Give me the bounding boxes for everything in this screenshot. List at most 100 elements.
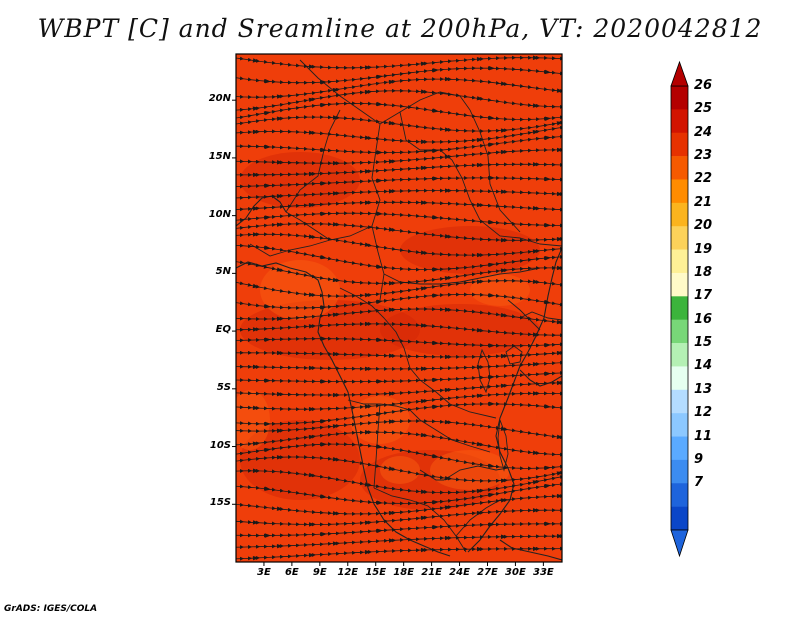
- streamline-arrow: [320, 211, 327, 216]
- streamline-arrow: [500, 149, 507, 155]
- streamline-arrow: [544, 135, 551, 141]
- streamline-arrow: [332, 351, 339, 357]
- streamline-arrow: [388, 538, 395, 543]
- colorbar-segment: [671, 319, 688, 344]
- streamline-arrow: [556, 380, 562, 386]
- lon-tick-label: 18E: [393, 567, 415, 578]
- streamline-arrow: [444, 307, 451, 312]
- streamline-arrow: [556, 147, 562, 153]
- lat-tick-label: 15N: [208, 150, 231, 162]
- streamline-arrow: [488, 522, 495, 527]
- streamline-arrow: [276, 116, 283, 121]
- streamline-arrow: [308, 130, 315, 135]
- streamline-arrow: [500, 498, 507, 503]
- streamline: [236, 306, 562, 325]
- streamline-arrow: [376, 178, 383, 183]
- colorbar-top-arrow: [670, 60, 689, 87]
- streamline-arrow: [364, 89, 371, 95]
- streamline-arrow: [376, 444, 383, 449]
- streamline-arrow: [488, 343, 495, 348]
- streamline-arrow: [556, 265, 562, 271]
- streamline-arrow: [532, 55, 539, 60]
- streamline-arrow: [488, 374, 495, 380]
- streamline-arrow: [388, 419, 395, 424]
- colorbar-label: 12: [694, 405, 713, 421]
- streamline-arrow: [556, 533, 562, 539]
- streamline-arrow: [264, 215, 271, 220]
- streamline-arrow: [500, 353, 507, 359]
- streamline-arrow: [420, 61, 427, 66]
- streamline-arrow: [308, 434, 315, 440]
- streamline-arrow: [432, 176, 439, 181]
- streamline-arrow: [544, 404, 551, 409]
- streamline-arrow: [276, 267, 283, 272]
- lon-tick-label: 30E: [505, 567, 526, 578]
- colorbar-segment: [671, 366, 688, 391]
- streamline-arrow: [332, 456, 339, 462]
- colorbar-label: 16: [694, 311, 713, 327]
- streamline-arrow: [364, 366, 371, 371]
- streamline-arrow: [308, 234, 315, 239]
- streamline-arrow: [476, 364, 483, 370]
- streamline-arrow: [488, 293, 495, 298]
- lat-tick-label: 10N: [208, 208, 231, 220]
- streamline-arrow: [544, 176, 551, 182]
- streamline: [236, 546, 562, 561]
- streamline-arrow: [500, 312, 507, 318]
- streamline-arrow: [376, 299, 383, 304]
- colorbar-segment: [671, 226, 688, 250]
- streamline: [236, 55, 562, 70]
- footer-credit: GrADS: IGES/COLA: [4, 604, 98, 614]
- streamline: [236, 200, 562, 212]
- streamline-arrow: [276, 316, 283, 322]
- streamline-arrow: [476, 546, 483, 552]
- lat-tick-label: 20N: [208, 93, 231, 105]
- colorbar-segment: [671, 202, 688, 227]
- streamline-arrow: [252, 283, 259, 289]
- streamline-arrow: [500, 189, 507, 194]
- streamline-arrow: [364, 200, 371, 205]
- streamline-arrow: [308, 171, 315, 177]
- streamline-arrow: [276, 222, 283, 227]
- streamline-arrow: [388, 227, 395, 232]
- streamline-arrow: [376, 337, 383, 343]
- streamline-arrow: [308, 202, 315, 208]
- colorbar-label: 23: [694, 148, 713, 164]
- colorbar-label: 18: [694, 264, 713, 280]
- lon-tick-label: 12E: [337, 567, 359, 578]
- map-frame: [235, 53, 563, 563]
- streamline-arrow: [476, 393, 483, 399]
- streamline-arrow: [500, 268, 507, 273]
- streamline: [236, 188, 562, 201]
- colorbar-bottom-arrow: [670, 529, 689, 558]
- colorbar-segment: [671, 179, 688, 204]
- streamline-arrow: [488, 142, 495, 147]
- streamline-arrow: [376, 211, 383, 216]
- streamline: [236, 175, 562, 189]
- colorbar-label: 19: [694, 241, 713, 257]
- streamline-arrow: [444, 188, 451, 193]
- streamline-arrow: [332, 222, 339, 227]
- streamline-arrow: [332, 191, 339, 196]
- streamline-arrow: [420, 432, 427, 438]
- streamline-arrow: [420, 200, 427, 205]
- streamline-arrow: [308, 97, 315, 103]
- streamline-arrow: [420, 366, 427, 371]
- streamline-arrow: [420, 323, 427, 328]
- streamline-arrow: [364, 321, 371, 327]
- colorbar-segment: [671, 156, 688, 180]
- streamline-arrow: [488, 175, 495, 181]
- streamline-arrow: [332, 541, 339, 546]
- streamline-arrow: [264, 245, 271, 250]
- colorbar-segment: [671, 389, 688, 414]
- streamline-arrow: [376, 528, 383, 533]
- streamline-arrow: [276, 193, 283, 199]
- lat-tick-label: EQ: [215, 324, 231, 336]
- colorbar-label: 25: [694, 101, 713, 117]
- streamline-arrow: [376, 411, 383, 417]
- colorbar-label: 21: [694, 194, 713, 210]
- colorbar-segment: [671, 436, 688, 461]
- streamline-arrow: [432, 68, 439, 73]
